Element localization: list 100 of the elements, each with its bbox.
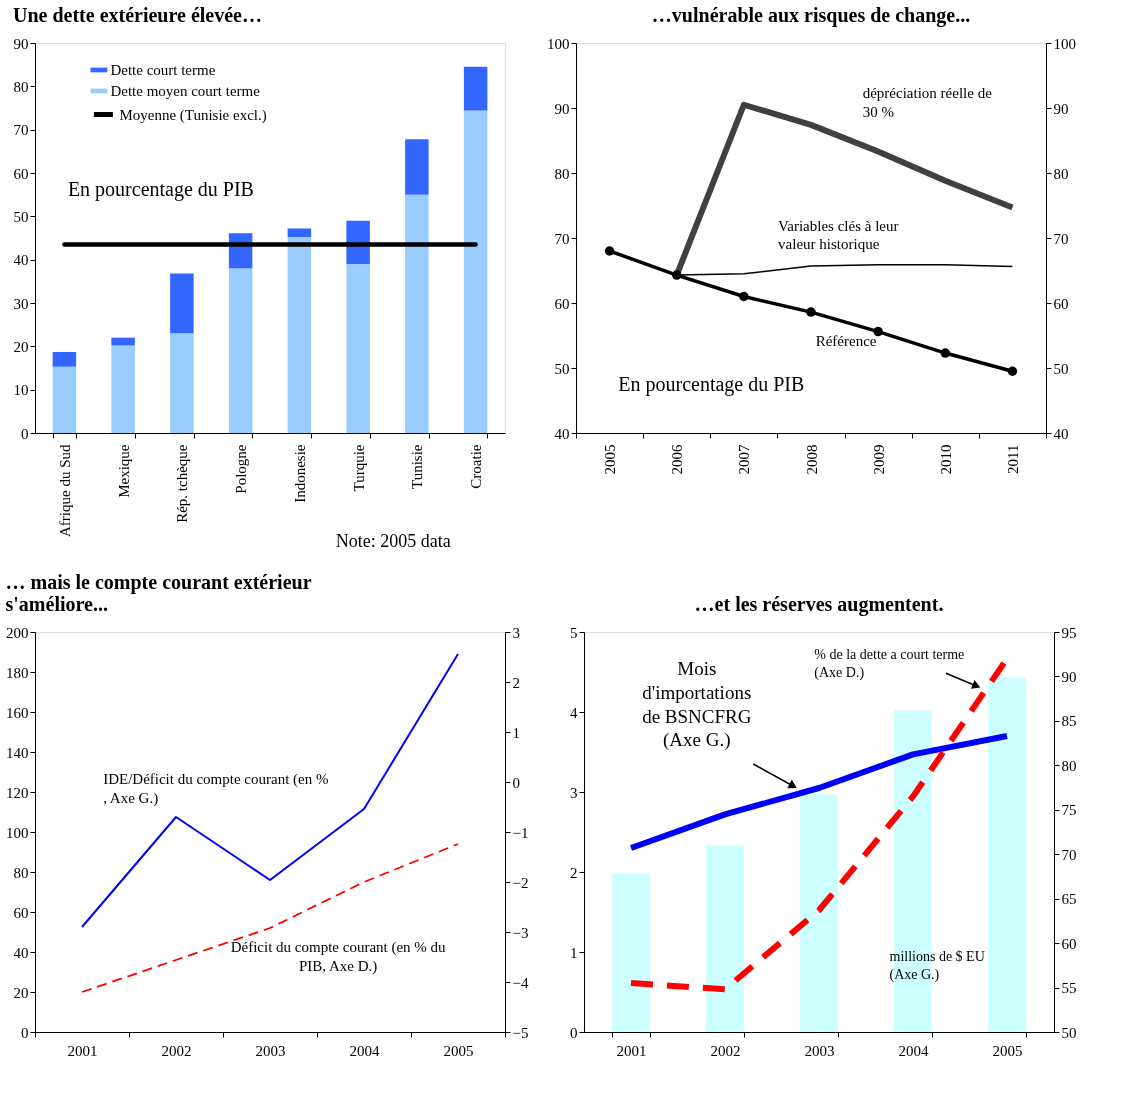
x-tick-label: 2008: [803, 444, 820, 475]
series-label: Variables clés à leur valeur historique: [778, 217, 899, 253]
y-tick-label: 3: [570, 784, 578, 801]
y-tick-label: 120: [6, 784, 29, 801]
bar: [228, 268, 253, 433]
line-series: [81, 653, 459, 928]
y2-tick-label: 65: [1061, 891, 1077, 908]
y-tick-label: 200: [6, 624, 29, 641]
x-tick-label: Afrique du Sud: [56, 444, 73, 537]
y2-tick-label: 50: [1053, 360, 1069, 377]
bar: [612, 873, 650, 1032]
y-tick-label: 40: [554, 425, 570, 442]
bar: [463, 66, 488, 111]
y-tick-label: 60: [13, 904, 29, 921]
bar: [346, 220, 370, 264]
bar: [287, 228, 312, 238]
bar: [346, 264, 370, 433]
y-tick-label: 80: [13, 864, 29, 881]
y2-tick-label: 70: [1061, 846, 1077, 863]
x-tick-label: 2002: [710, 1042, 741, 1059]
y-tick-label: 50: [554, 360, 570, 377]
x-tick-label: 2004: [898, 1042, 929, 1059]
legend-label: Moyenne (Tunisie excl.): [119, 106, 267, 124]
y2-tick-label: 70: [1053, 230, 1069, 247]
line-series: [81, 843, 459, 993]
y2-tick-label: 60: [1061, 935, 1077, 952]
x-tick-label: Rép. tchèque: [174, 444, 191, 523]
series-label: dépréciation réelle de 30 %: [862, 84, 993, 120]
y2-tick-label: 90: [1061, 668, 1077, 685]
y-tick-label: 100: [547, 35, 570, 52]
bar: [287, 237, 312, 433]
y2-tick-label: 40: [1053, 425, 1069, 442]
y-tick-label: 90: [554, 100, 570, 117]
point: [1007, 366, 1018, 376]
bar: [800, 794, 838, 1032]
x-tick-label: 2007: [736, 444, 753, 475]
y-tick-label: 100: [6, 824, 29, 841]
x-tick-label: 2005: [602, 444, 619, 475]
x-tick-label: 2009: [870, 444, 887, 475]
x-tick-label: 2005: [992, 1042, 1023, 1059]
y-tick-label: 70: [13, 122, 29, 139]
point: [940, 348, 951, 358]
y2-tick-label: 55: [1061, 980, 1077, 997]
x-tick-label: 2010: [937, 444, 954, 475]
y-tick-label: 160: [6, 704, 29, 721]
x-tick-label: 2001: [616, 1042, 647, 1059]
y2-tick-label: 75: [1061, 802, 1077, 819]
x-tick-label: Turquie: [350, 444, 367, 492]
series-label: millions de $ EU (Axe G.): [889, 949, 985, 983]
bar: [52, 366, 77, 433]
legend-label: Dette moyen court terme: [110, 83, 261, 99]
y-tick-label: 0: [570, 1024, 578, 1041]
y-tick-label: 30: [13, 295, 29, 312]
y2-tick-label: 80: [1061, 757, 1077, 774]
bar: [111, 337, 135, 346]
chart-title: …vulnérable aux risques de change...: [651, 4, 971, 27]
y-tick-label: 90: [13, 35, 29, 52]
y2-tick-label: 100: [1053, 35, 1076, 52]
x-tick-label: 2011: [1004, 444, 1021, 474]
y2-tick-label: 1: [512, 724, 520, 741]
bar: [405, 139, 429, 195]
series-label: % de la dette a court terme (Axe D.): [814, 647, 965, 681]
point: [671, 270, 682, 280]
bar: [988, 677, 1026, 1032]
chart-title: … mais le compte courant extérieur s'améliore...: [5, 571, 312, 615]
x-tick-label: Mexique: [115, 444, 132, 498]
annotation: En pourcentage du PIB: [67, 177, 254, 201]
bar: [170, 273, 194, 334]
series-label: Référence: [815, 332, 877, 349]
y-tick-label: 60: [554, 295, 570, 312]
x-tick-label: 2004: [349, 1042, 380, 1059]
x-tick-label: 2003: [255, 1042, 286, 1059]
y2-tick-label: −3: [512, 924, 529, 941]
y-tick-label: 70: [554, 230, 570, 247]
y-tick-label: 40: [13, 944, 29, 961]
y-tick-label: 140: [6, 744, 29, 761]
x-tick-label: 2006: [669, 444, 686, 475]
series-label: Déficit du compte courant (en % du PIB, Axe D.): [230, 939, 447, 975]
y-tick-label: 180: [6, 664, 29, 681]
y2-tick-label: 60: [1053, 295, 1069, 312]
bar: [52, 351, 77, 367]
y-tick-label: 50: [13, 208, 29, 225]
y2-tick-label: −4: [512, 974, 529, 991]
text: Note: 2005 data: [335, 531, 451, 551]
y-tick-label: 2: [570, 864, 578, 881]
x-tick-label: 2002: [161, 1042, 192, 1059]
y-tick-label: 1: [570, 944, 578, 961]
bar: [463, 110, 488, 433]
point: [739, 291, 749, 302]
point: [604, 246, 615, 256]
y-tick-label: 4: [570, 704, 578, 721]
bar: [405, 194, 429, 433]
point: [806, 307, 816, 317]
bar: [170, 333, 194, 433]
y2-tick-label: 90: [1053, 100, 1069, 117]
chart-title: Une dette extérieure élevée…: [13, 4, 262, 26]
x-tick-label: Pologne: [233, 444, 250, 494]
y-tick-label: 60: [13, 165, 29, 182]
y-tick-label: 0: [21, 425, 29, 442]
y2-tick-label: 85: [1061, 713, 1077, 730]
